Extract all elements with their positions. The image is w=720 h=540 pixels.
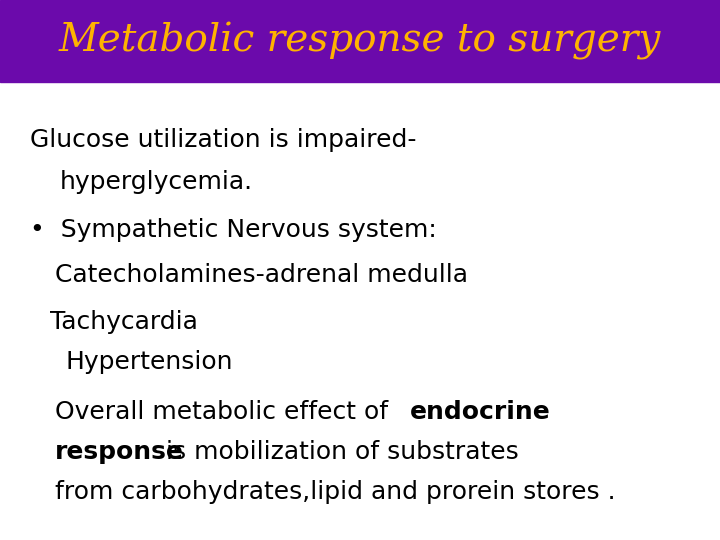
Text: Glucose utilization is impaired-: Glucose utilization is impaired- xyxy=(30,128,416,152)
Text: Hypertension: Hypertension xyxy=(65,350,233,374)
Text: Catecholamines-adrenal medulla: Catecholamines-adrenal medulla xyxy=(55,263,468,287)
Text: Tachycardia: Tachycardia xyxy=(50,310,198,334)
Text: endocrine: endocrine xyxy=(410,400,551,424)
Text: Overall metabolic effect of: Overall metabolic effect of xyxy=(55,400,396,424)
Text: is mobilization of substrates: is mobilization of substrates xyxy=(158,440,518,464)
FancyBboxPatch shape xyxy=(0,0,720,82)
Text: from carbohydrates,lipid and prorein stores .: from carbohydrates,lipid and prorein sto… xyxy=(55,480,616,504)
Text: response: response xyxy=(55,440,184,464)
Text: Metabolic response to surgery: Metabolic response to surgery xyxy=(59,22,661,60)
Text: hyperglycemia.: hyperglycemia. xyxy=(60,170,253,194)
Text: •  Sympathetic Nervous system:: • Sympathetic Nervous system: xyxy=(30,218,437,242)
